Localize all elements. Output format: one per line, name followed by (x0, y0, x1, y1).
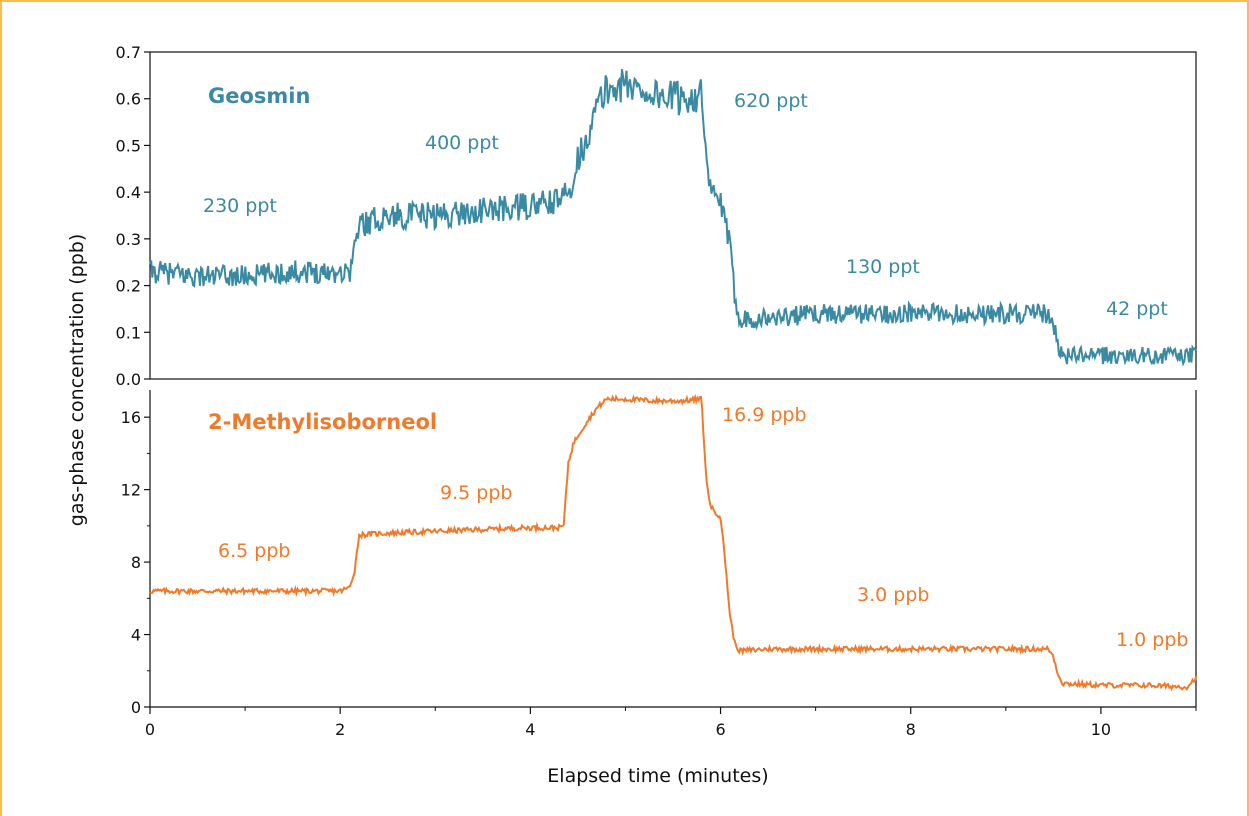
mib-y-tick-label: 8 (131, 553, 141, 572)
geosmin-y-tick-label: 0.0 (116, 370, 141, 389)
geosmin-y-tick-label: 0.6 (116, 90, 141, 109)
x-tick-label: 0 (145, 720, 155, 739)
mib-annotation-6-5: 6.5 ppb (218, 540, 290, 562)
geosmin-title: Geosmin (208, 84, 310, 108)
x-tick-label: 10 (1091, 720, 1111, 739)
y-axis-title: gas-phase concentration (ppb) (66, 234, 88, 526)
x-tick-label: 2 (335, 720, 345, 739)
geosmin-annotation-42: 42 ppt (1106, 298, 1168, 320)
x-tick-label: 8 (906, 720, 916, 739)
geosmin-y-tick-label: 0.5 (116, 136, 141, 155)
geosmin-annotation-620: 620 ppt (734, 90, 808, 112)
mib-y-tick-label: 12 (121, 481, 141, 500)
mib-title: 2-Methylisoborneol (208, 410, 437, 434)
geosmin-y-tick-label: 0.4 (116, 183, 141, 202)
mib-panel: 0 4 8 12 16 0 2 4 6 8 10 2-Methylisoborneol 6.5 p… (121, 390, 1197, 739)
geosmin-y-tick-label: 0.2 (116, 277, 141, 296)
x-tick-label: 4 (525, 720, 535, 739)
mib-y-tick-label: 4 (131, 626, 141, 645)
geosmin-y-tick-label: 0.3 (116, 230, 141, 249)
geosmin-panel: 0.0 0.1 0.2 0.3 0.4 0.5 0.6 0.7 Geosmin 230 ppt… (116, 43, 1197, 389)
geosmin-annotation-130: 130 ppt (846, 256, 920, 278)
x-axis: 0 2 4 6 8 10 (145, 707, 1197, 739)
x-tick-label: 6 (715, 720, 725, 739)
geosmin-annotation-230: 230 ppt (203, 195, 277, 217)
mib-annotation-9-5: 9.5 ppb (440, 482, 512, 504)
geosmin-plot-frame (149, 51, 1197, 380)
mib-annotation-3-0: 3.0 ppb (857, 584, 929, 606)
geosmin-series-line (149, 69, 1197, 367)
geosmin-y-tick-label: 0.7 (116, 43, 141, 62)
mib-annotation-1-0: 1.0 ppb (1116, 629, 1188, 651)
mib-y-axis: 0 4 8 12 16 (121, 408, 150, 717)
mib-annotation-16-9: 16.9 ppb (722, 404, 807, 426)
mib-series-line (149, 393, 1197, 692)
geosmin-y-axis: 0.0 0.1 0.2 0.3 0.4 0.5 0.6 0.7 (116, 43, 150, 389)
mib-y-tick-label: 16 (121, 408, 141, 427)
geosmin-annotation-400: 400 ppt (425, 132, 499, 154)
x-axis-title: Elapsed time (minutes) (547, 765, 768, 787)
geosmin-y-tick-label: 0.1 (116, 323, 141, 342)
mib-y-tick-label: 0 (131, 698, 141, 717)
